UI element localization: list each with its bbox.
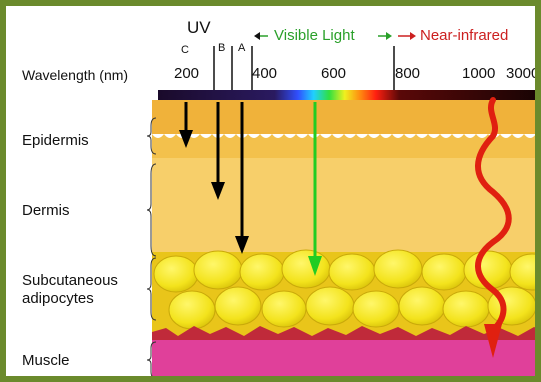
skin-penetration-diagram <box>146 32 535 376</box>
tick-400: 400 <box>252 65 278 82</box>
uv-band-lines <box>213 46 395 90</box>
dermis-label: Dermis <box>22 202 70 219</box>
visible-range-arrows <box>254 32 392 40</box>
muscle-label: Muscle <box>22 352 70 369</box>
uva-arrow <box>235 102 249 254</box>
epidermis-label: Epidermis <box>22 132 89 149</box>
tick-1000: 1000 <box>462 65 496 82</box>
tick-3000: 3000 <box>506 65 540 82</box>
visible-light-arrow <box>308 102 322 276</box>
muscle-boundary <box>152 326 535 342</box>
nir-label: Near-infrared <box>420 27 509 44</box>
nir-wave <box>475 97 512 358</box>
layer-brackets <box>146 117 157 376</box>
nir-range-arrow <box>398 32 416 40</box>
dermis-layer <box>152 158 535 256</box>
tick-200: 200 <box>174 65 200 82</box>
spectrum-bar <box>158 90 535 100</box>
tick-800: 800 <box>395 65 421 82</box>
uvc-arrow <box>179 102 193 148</box>
uva-label: A <box>238 42 246 54</box>
uv-label: UV <box>187 18 211 37</box>
uvc-label: C <box>181 44 189 56</box>
tick-600: 600 <box>321 65 347 82</box>
epidermis-layer <box>152 100 535 134</box>
uvb-label: B <box>218 42 226 54</box>
wavelength-axis-label: Wavelength (nm) <box>22 67 129 83</box>
visible-light-label: Visible Light <box>274 27 355 44</box>
uvb-arrow <box>211 102 225 200</box>
muscle-layer <box>152 340 535 376</box>
fat-cells <box>153 249 535 330</box>
subcutaneous-label: Subcutaneous adipocytes <box>22 272 118 307</box>
